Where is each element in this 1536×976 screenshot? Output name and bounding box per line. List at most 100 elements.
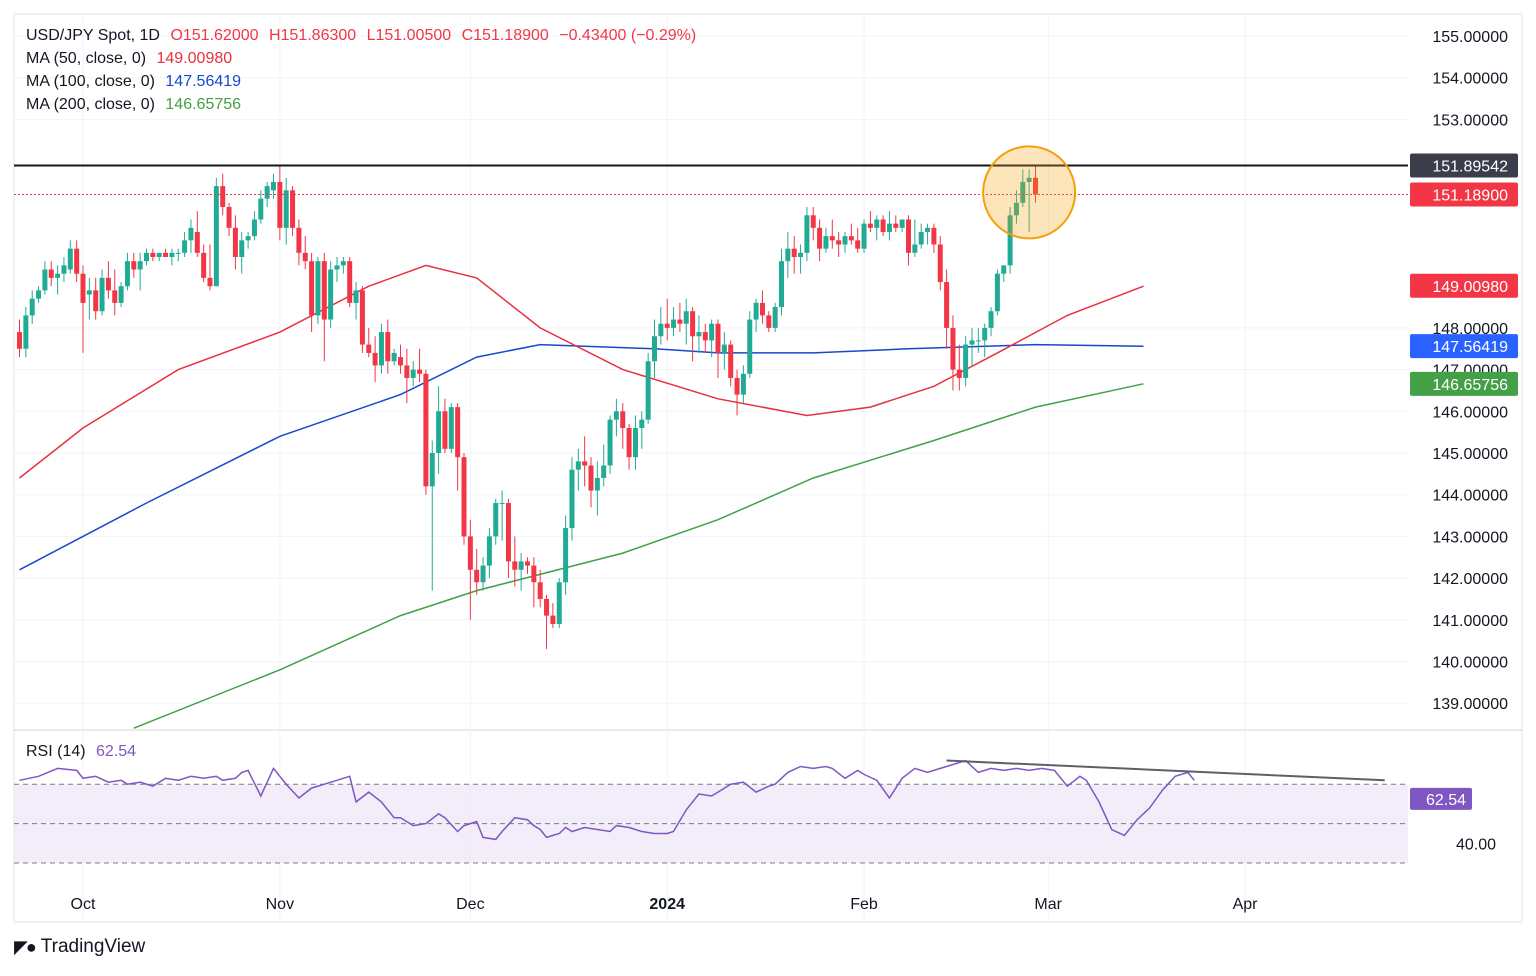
candle (423, 369, 429, 495)
symbol-label[interactable]: USD/JPY Spot, 1D (26, 27, 160, 44)
candle-body (525, 561, 530, 566)
candle-body (144, 252, 149, 262)
candle-body (264, 186, 270, 199)
candle (302, 236, 308, 270)
ma200-tag-box (1410, 371, 1518, 396)
candle (690, 307, 696, 362)
resistance-tag: 151.89542 (1410, 153, 1518, 178)
candle-body (417, 369, 423, 374)
candle (23, 307, 29, 358)
candle-body (544, 598, 550, 616)
ma200-legend[interactable]: MA (200, close, 0) 146.65756 (26, 95, 247, 115)
rsi-divergence-trendline (946, 759, 1385, 782)
candle (137, 252, 143, 291)
candle (518, 553, 524, 591)
ma200-tag: 146.65756 (1410, 371, 1518, 396)
candle (80, 265, 86, 353)
candle-body (251, 219, 257, 237)
candle-body (975, 340, 981, 342)
candle (258, 190, 264, 224)
candle-body (690, 311, 696, 337)
candle (347, 257, 353, 308)
candle (886, 211, 892, 241)
candle-body (1033, 177, 1038, 195)
candle-body (550, 615, 556, 624)
candles (17, 165, 1038, 649)
candle-body (93, 290, 99, 312)
candle (404, 348, 410, 403)
candle-body (620, 411, 626, 428)
candle (1033, 165, 1038, 203)
candle (918, 223, 924, 249)
rsi-tag-text: 62.54 (1426, 792, 1466, 809)
candle (61, 257, 67, 283)
ma100-legend[interactable]: MA (100, close, 0) 147.56419 (26, 72, 247, 92)
candle-body (582, 461, 588, 466)
candle (29, 290, 35, 324)
candle (944, 269, 950, 349)
candle (340, 257, 346, 274)
candle-body (867, 223, 873, 228)
candle (239, 231, 245, 274)
ma50-legend[interactable]: MA (50, close, 0) 149.00980 (26, 49, 238, 69)
candle-body (531, 565, 537, 583)
candle (156, 252, 162, 262)
overlays (14, 145, 1408, 841)
candle (563, 515, 569, 595)
candle-body (893, 223, 899, 228)
candle-body (493, 503, 499, 537)
candle (975, 327, 981, 353)
tradingview-logo-icon: ◤● (14, 936, 37, 957)
resistance-tag-text: 151.89542 (1432, 158, 1508, 175)
candle-body (258, 198, 264, 220)
candle-body (302, 252, 308, 262)
candle (550, 603, 556, 629)
ma100-value: 147.56419 (165, 73, 242, 90)
candle (982, 323, 988, 358)
candle (906, 215, 911, 266)
candle-body (124, 261, 130, 287)
candle (658, 307, 664, 345)
candle (182, 231, 188, 258)
candle-body (785, 248, 791, 262)
candle (486, 528, 492, 579)
candle (188, 219, 194, 253)
candle-body (366, 344, 372, 353)
candle (677, 302, 683, 333)
candle-body (836, 240, 842, 245)
candle (290, 186, 296, 237)
candle (1013, 190, 1019, 224)
ma200-label: MA (200, close, 0) (26, 96, 155, 113)
candle-body (886, 223, 892, 232)
tradingview-logo[interactable]: ◤● TradingView (14, 936, 145, 958)
candle-body (398, 357, 403, 366)
candle (683, 298, 689, 345)
rsi-background (14, 783, 1408, 864)
candle (271, 173, 276, 199)
candle-body (804, 215, 810, 253)
rsi-legend[interactable]: RSI (14) 62.54 (26, 742, 142, 762)
candle (429, 440, 435, 591)
candle-body (321, 261, 327, 320)
candle-body (505, 503, 511, 562)
high-value: H151.86300 (268, 27, 357, 44)
candle-body (74, 248, 80, 274)
candle-body (378, 332, 384, 366)
candle (652, 319, 657, 378)
y-tick-label: 153.00000 (1432, 112, 1508, 129)
candle-body (988, 311, 994, 328)
candle (112, 269, 118, 316)
open-value: O151.62000 (170, 27, 259, 44)
candle (334, 257, 340, 283)
candle-body (931, 227, 937, 245)
candle-body (220, 186, 226, 207)
candle (613, 398, 619, 437)
candle (556, 578, 562, 629)
candle-body (391, 352, 397, 362)
candle (277, 165, 283, 241)
candle-body (448, 407, 454, 449)
candle (759, 290, 765, 324)
candle-body (613, 411, 619, 420)
x-tick-label: Nov (266, 896, 294, 913)
